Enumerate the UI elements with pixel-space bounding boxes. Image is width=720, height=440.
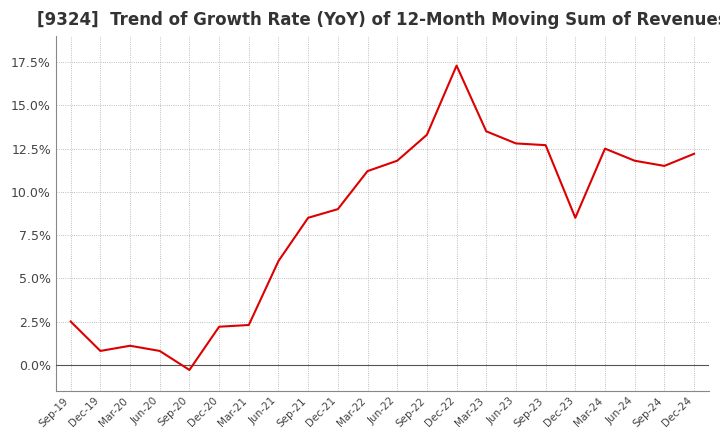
Title: [9324]  Trend of Growth Rate (YoY) of 12-Month Moving Sum of Revenues: [9324] Trend of Growth Rate (YoY) of 12-… xyxy=(37,11,720,29)
